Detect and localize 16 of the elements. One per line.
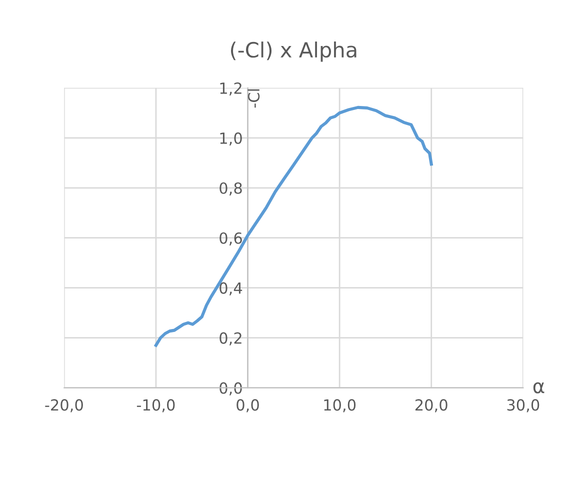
y-tick-label: 1,2 [220, 82, 242, 96]
x-tick-label: 0,0 [236, 399, 259, 412]
chart-title: (-Cl) x Alpha [230, 42, 356, 62]
x-tick-label: -10,0 [136, 399, 175, 412]
y-axis-title: -Cl [248, 89, 260, 108]
y-tick-label: 0,6 [220, 232, 242, 246]
y-tick-label: 1,0 [220, 132, 242, 146]
y-tick-label: 0,8 [220, 182, 242, 196]
x-tick-label: 20,0 [415, 399, 448, 412]
y-tick-label: 0,4 [220, 282, 242, 296]
y-tick-label: 0,0 [220, 382, 242, 396]
x-tick-label: -20,0 [45, 399, 83, 412]
x-tick-label: 10,0 [324, 399, 356, 412]
y-tick-label: 0,2 [220, 332, 242, 346]
x-tick-label: 30,0 [507, 399, 540, 412]
x-axis-title: α [533, 382, 544, 394]
